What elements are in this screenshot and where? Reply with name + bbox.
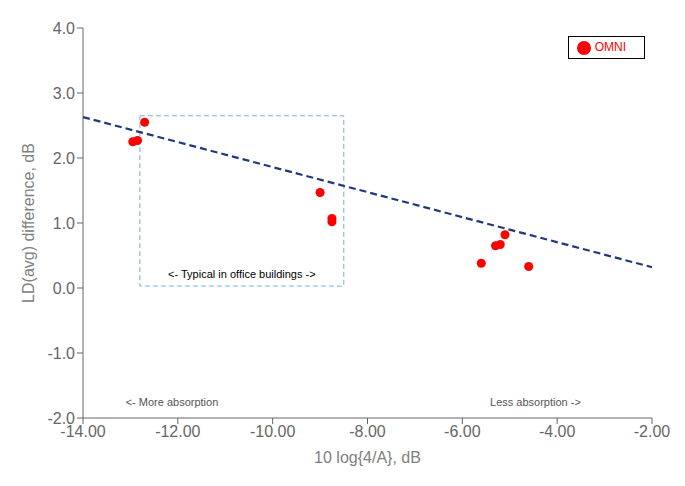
svg-text:0.0: 0.0 bbox=[53, 280, 75, 297]
svg-text:<- Typical in office buildings: <- Typical in office buildings -> bbox=[168, 268, 316, 280]
svg-text:-4.00: -4.00 bbox=[539, 423, 576, 440]
svg-text:1.0: 1.0 bbox=[53, 215, 75, 232]
svg-text:Less absorption ->: Less absorption -> bbox=[490, 396, 581, 408]
svg-text:<- More absorption: <- More absorption bbox=[126, 396, 219, 408]
html-text:OMNI: OMNI bbox=[594, 40, 626, 54]
svg-text:4.0: 4.0 bbox=[53, 20, 75, 37]
svg-text:-6.00: -6.00 bbox=[444, 423, 481, 440]
svg-text:-8.00: -8.00 bbox=[349, 423, 386, 440]
svg-text:LD(avg) difference, dB: LD(avg) difference, dB bbox=[20, 143, 37, 303]
svg-text:-2.0: -2.0 bbox=[47, 410, 75, 427]
svg-text:2.0: 2.0 bbox=[53, 150, 75, 167]
svg-text:-10.00: -10.00 bbox=[250, 423, 295, 440]
svg-text:-2.00: -2.00 bbox=[634, 423, 671, 440]
svg-text:-12.00: -12.00 bbox=[155, 423, 200, 440]
svg-text:-14.00: -14.00 bbox=[60, 423, 106, 441]
svg-text:10 log{4/A}, dB: 10 log{4/A}, dB bbox=[314, 449, 421, 466]
svg-text:-1.0: -1.0 bbox=[47, 345, 75, 362]
svg-text:3.0: 3.0 bbox=[53, 85, 75, 102]
